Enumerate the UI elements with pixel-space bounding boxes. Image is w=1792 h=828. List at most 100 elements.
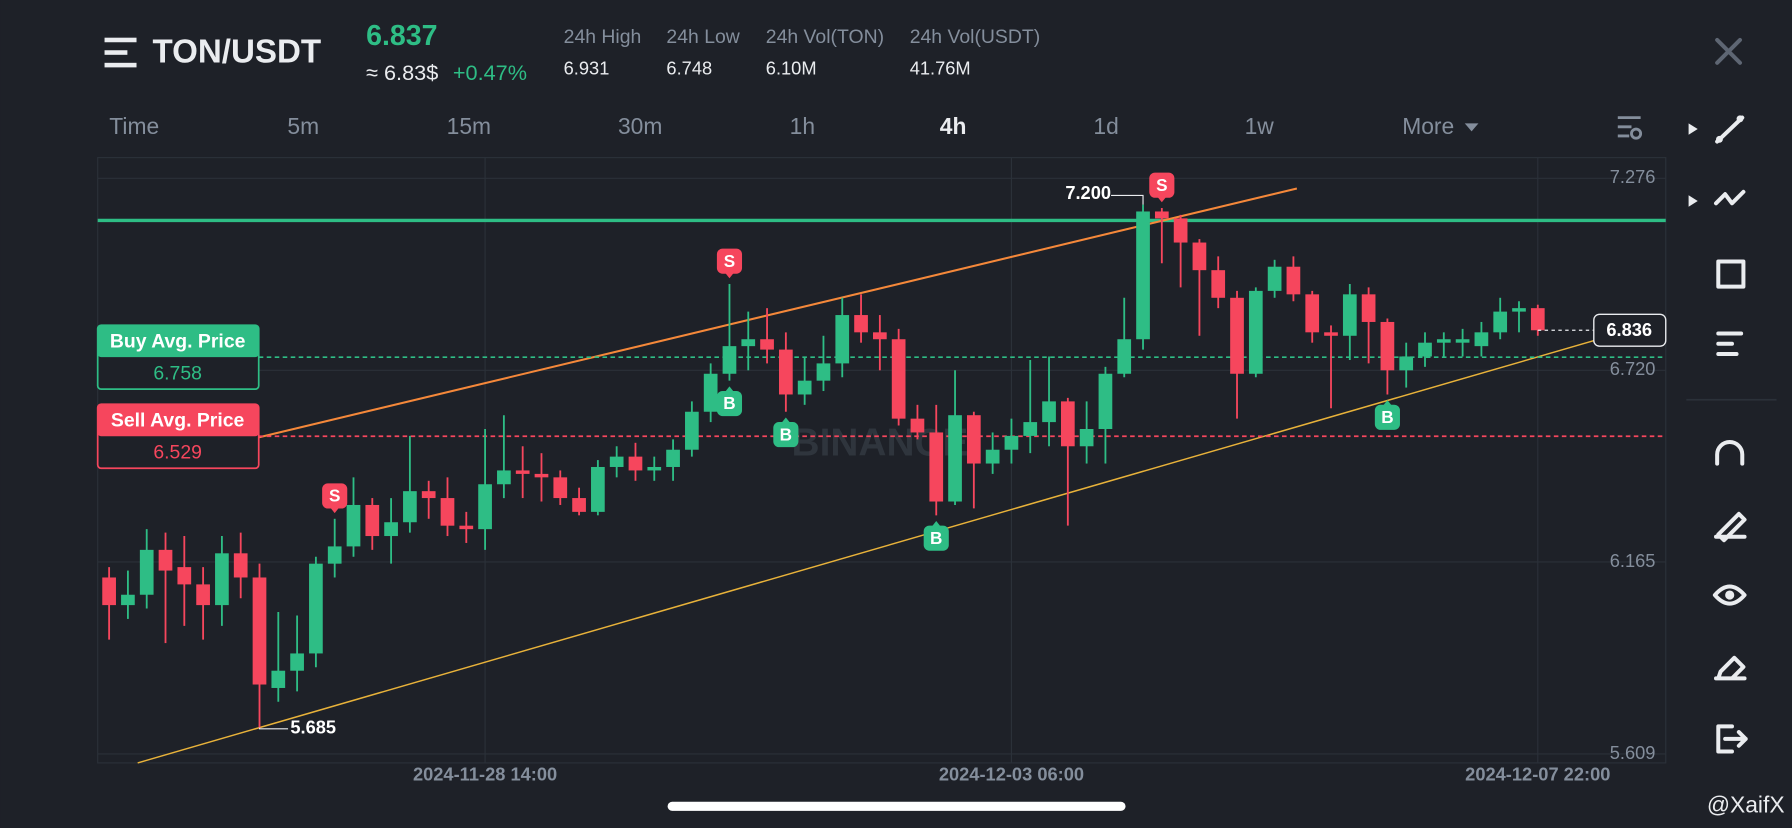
line-tool-dot xyxy=(1716,135,1723,143)
candle-body xyxy=(966,415,981,464)
eye-pupil xyxy=(1725,590,1735,600)
candle-body xyxy=(1399,356,1414,371)
avg-value: 6.529 xyxy=(153,442,202,464)
avg-name: Sell Avg. Price xyxy=(111,410,245,432)
candle-body xyxy=(158,549,173,571)
candle-body xyxy=(1079,429,1094,447)
candle-body xyxy=(139,549,154,595)
tab[interactable]: Time xyxy=(109,113,159,139)
settings-icon[interactable] xyxy=(1617,116,1641,138)
more-arrow xyxy=(1464,123,1479,132)
fiat-price: ≈ 6.83$ xyxy=(366,60,438,85)
stat-label: 24h Vol(TON) xyxy=(766,26,884,48)
candle-body xyxy=(403,491,417,523)
candle-body xyxy=(891,339,906,419)
wave-tool[interactable] xyxy=(1714,189,1746,206)
close-icon xyxy=(1715,37,1742,65)
candle-body xyxy=(478,484,492,530)
candle-body xyxy=(1004,435,1019,450)
candle-body xyxy=(1192,242,1207,271)
tab[interactable]: More xyxy=(1402,113,1454,139)
expand-arrow xyxy=(1688,123,1698,135)
menu-icon[interactable] xyxy=(104,37,137,68)
candle-body xyxy=(121,594,135,606)
candle-body xyxy=(797,380,812,395)
candle-body xyxy=(384,522,398,537)
shape-tool[interactable] xyxy=(1716,259,1746,289)
candle-body xyxy=(1530,308,1545,331)
candle-body xyxy=(929,432,944,502)
candle-body xyxy=(1455,339,1470,343)
stat-value: 6.748 xyxy=(666,57,712,78)
tab[interactable]: 15m xyxy=(447,113,491,139)
candle-body xyxy=(1211,270,1226,298)
tabs: Time 5m 15m 30m 1h 4h 1d 1w More xyxy=(109,113,1479,139)
candle-body xyxy=(1136,211,1150,340)
tab[interactable]: 1h xyxy=(790,113,815,139)
candle-body xyxy=(365,504,380,537)
candle-body xyxy=(1474,332,1489,347)
trade-marker-tip xyxy=(1382,400,1392,406)
tab[interactable]: 1w xyxy=(1245,113,1275,139)
avg-value: 6.758 xyxy=(153,362,202,384)
last-price: 6.837 xyxy=(366,20,437,52)
trade-label: S xyxy=(329,486,340,506)
trade-marker xyxy=(773,422,799,448)
extreme-pointer xyxy=(258,727,289,730)
avg-box-head xyxy=(97,325,259,358)
candle-body xyxy=(572,498,586,512)
settings-icon xyxy=(1630,127,1643,140)
candle-body xyxy=(816,363,831,381)
pair[interactable]: TON/USDT xyxy=(153,33,322,70)
candle-body xyxy=(421,491,436,499)
candle-body xyxy=(1493,311,1508,333)
candle-body xyxy=(1117,339,1132,374)
candle-body xyxy=(1267,266,1282,291)
candle-body xyxy=(910,418,925,433)
trade-label: B xyxy=(723,393,735,413)
close-button[interactable] xyxy=(1715,37,1742,65)
candle-body xyxy=(591,466,605,512)
y-tick-label: 6.165 xyxy=(1610,550,1656,571)
candle-body xyxy=(779,349,793,395)
trade-marker-tip xyxy=(781,417,791,424)
tab[interactable]: 5m xyxy=(287,113,319,139)
candle-body xyxy=(309,563,323,654)
trade-marker xyxy=(1374,404,1400,430)
trade-marker-tip xyxy=(330,507,340,514)
eye-tool[interactable] xyxy=(1712,584,1747,606)
candle-body xyxy=(854,315,868,333)
x-tick-label: 2024-12-03 06:00 xyxy=(939,763,1084,784)
trade-marker xyxy=(716,248,743,274)
eraser-tool[interactable] xyxy=(1714,655,1747,681)
extreme-label: 5.685 xyxy=(290,717,336,738)
pen-tool[interactable] xyxy=(1714,511,1747,543)
tab[interactable]: 30m xyxy=(618,113,662,139)
candle-body xyxy=(1436,339,1451,343)
candle-body xyxy=(872,332,887,340)
exit-tool[interactable] xyxy=(1716,724,1748,754)
credit: @XaifX xyxy=(1707,791,1785,817)
fib-tool[interactable] xyxy=(1716,331,1744,357)
stat-value: 6.10M xyxy=(766,57,817,78)
x-tick-label: 2024-12-07 22:00 xyxy=(1465,763,1610,784)
trade-marker-tip xyxy=(724,272,735,279)
menu-bar xyxy=(104,50,128,55)
tab[interactable]: 1d xyxy=(1093,113,1118,139)
candle-body xyxy=(553,477,568,499)
y-tick-label: 6.720 xyxy=(1610,358,1656,379)
trade-label: S xyxy=(724,251,735,271)
tab[interactable]: 4h xyxy=(940,113,967,139)
trade-marker xyxy=(1149,172,1175,198)
candle-body xyxy=(666,449,680,467)
candle-body xyxy=(1230,297,1244,374)
magnet-tool[interactable] xyxy=(1715,439,1745,466)
trade-label: S xyxy=(1156,175,1167,195)
candle-body xyxy=(647,466,662,471)
candle-body xyxy=(760,339,774,350)
candle-body xyxy=(252,577,267,685)
candle-body xyxy=(1248,290,1263,374)
candle-body xyxy=(102,577,116,606)
